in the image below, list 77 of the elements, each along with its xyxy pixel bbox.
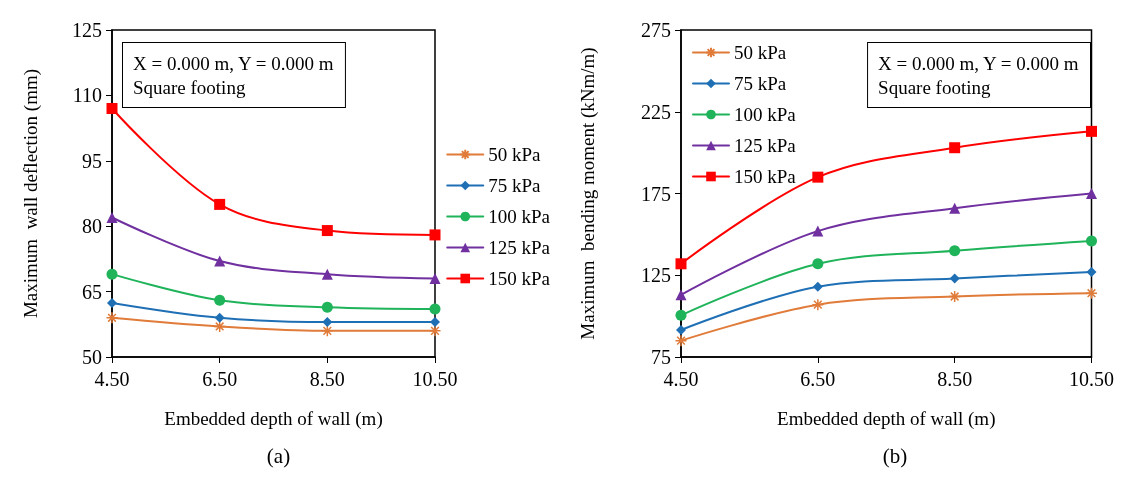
point <box>676 325 686 336</box>
point <box>107 297 117 308</box>
y-axis-title: Maximum wall deflection (mm) <box>20 68 42 319</box>
point <box>321 301 333 313</box>
point <box>429 303 441 315</box>
x-tick-label: 10.50 <box>412 368 458 390</box>
y-tick-label: 50 <box>82 346 102 368</box>
y-tick-label: 125 <box>72 19 102 41</box>
point <box>106 268 118 280</box>
y-tick-label: 65 <box>82 280 102 303</box>
point <box>429 229 441 241</box>
point <box>675 289 687 301</box>
point <box>106 211 118 223</box>
x-axis-title: Embedded depth of wall (m) <box>777 408 996 430</box>
point <box>428 324 442 338</box>
x-tick-label: 8.50 <box>937 368 973 390</box>
point <box>812 225 824 237</box>
legend-label: 125 kPa <box>488 237 551 258</box>
y-tick-label: 275 <box>641 19 671 41</box>
legend-label: 75 kPa <box>488 175 542 196</box>
point <box>321 225 333 237</box>
point <box>949 273 960 284</box>
y-tick-label: 125 <box>641 264 671 287</box>
point <box>1085 286 1098 300</box>
point <box>214 294 226 306</box>
point <box>429 273 441 285</box>
y-tick-label: 110 <box>72 84 102 107</box>
point <box>948 290 961 303</box>
legend-label: 150 kPa <box>734 166 797 187</box>
point <box>812 258 824 270</box>
annotation: X = 0.000 m, Y = 0.000 m Square footing <box>133 52 334 98</box>
point <box>214 255 226 267</box>
point <box>675 258 687 270</box>
point <box>105 311 119 325</box>
annotation: X = 0.000 m, Y = 0.000 m Square footing <box>878 52 1079 98</box>
point <box>1086 188 1097 199</box>
point <box>214 198 226 210</box>
x-tick-label: 4.50 <box>94 368 130 390</box>
x-tick-label: 8.50 <box>309 368 345 390</box>
x-tick-label: 10.50 <box>1069 368 1114 390</box>
point <box>106 102 118 114</box>
point <box>1086 266 1097 277</box>
legend-label: 100 kPa <box>734 104 797 125</box>
x-tick-label: 4.50 <box>663 368 699 390</box>
point <box>1086 125 1097 137</box>
x-tick-label: 6.50 <box>202 368 238 390</box>
point <box>675 309 687 321</box>
point <box>949 142 961 154</box>
point <box>812 281 823 292</box>
legend-label: 125 kPa <box>734 135 797 156</box>
point <box>430 317 440 328</box>
point <box>214 312 225 323</box>
legend-label: 150 kPa <box>488 268 551 289</box>
point <box>322 317 333 328</box>
x-tick-label: 6.50 <box>800 368 836 390</box>
text: (b) <box>882 443 908 468</box>
y-axis-title: Maximum bending moment (kNm/m) <box>577 47 599 340</box>
y-tick-label: 175 <box>641 182 671 205</box>
legend-label: 50 kPa <box>734 42 787 63</box>
x-axis-title: Embedded depth of wall (m) <box>164 408 383 430</box>
point <box>321 268 333 280</box>
y-tick-label: 75 <box>651 346 671 368</box>
point <box>213 320 226 333</box>
point <box>812 171 824 183</box>
point <box>321 324 334 338</box>
legend-label: 50 kPa <box>488 144 542 165</box>
point <box>949 202 961 214</box>
legend-label: 100 kPa <box>488 206 551 227</box>
point <box>949 245 961 257</box>
y-tick-label: 225 <box>641 100 671 123</box>
point <box>674 334 688 347</box>
y-tick-label: 95 <box>82 149 102 172</box>
point <box>1086 235 1097 247</box>
y-tick-label: 80 <box>82 215 102 238</box>
point <box>811 298 825 311</box>
legend-label: 75 kPa <box>734 73 787 94</box>
text: (a) <box>266 443 291 468</box>
